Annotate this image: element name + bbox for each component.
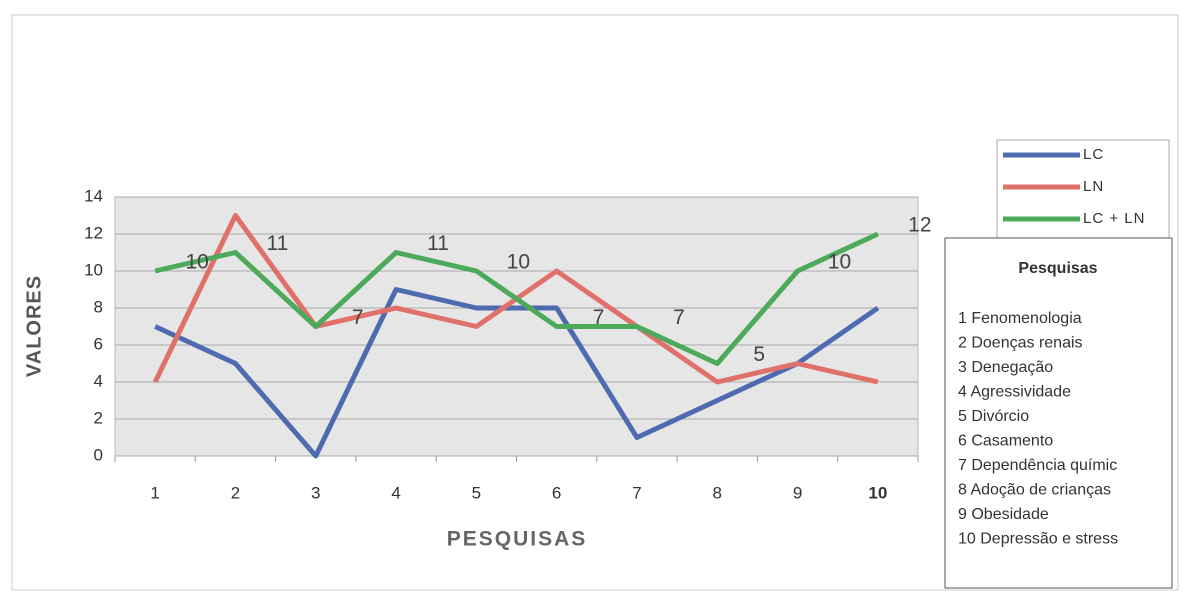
y-tick-label: 14	[84, 186, 103, 205]
info-box-item: 10 Depressão e stress	[958, 531, 1118, 548]
info-box-item: 8 Adoção de crianças	[958, 482, 1111, 499]
frame	[11, 14, 1179, 591]
info-box-content: Pesquisas 1 Fenomenologia 2 Doenças renais…	[958, 260, 1118, 548]
plot-area	[114, 196, 919, 457]
info-box-item: 7 Dependência químic	[958, 457, 1117, 474]
info-box-item: 5 Divórcio	[958, 408, 1029, 425]
x-tick-label: 8	[713, 483, 722, 502]
x-tick-label: 6	[552, 483, 561, 502]
data-label: 7	[593, 306, 605, 329]
info-box	[944, 237, 1173, 589]
series-line	[154, 231, 879, 366]
x-tick-label: 2	[231, 483, 240, 502]
legend-label: LN	[1083, 178, 1104, 195]
x-tick-label: 3	[311, 483, 320, 502]
x-tick-label: 9	[793, 483, 802, 502]
data-label: 5	[753, 343, 765, 366]
info-box-item: 2 Doenças renais	[958, 335, 1083, 352]
data-label: 10	[828, 251, 851, 274]
x-tick-label: 4	[391, 483, 400, 502]
data-label: 10	[185, 251, 208, 274]
x-tick-label: 10	[868, 483, 887, 502]
y-tick-label: 10	[84, 260, 103, 279]
x-axis-title: PESQUISAS	[447, 528, 588, 551]
y-tick-label: 4	[94, 371, 103, 390]
data-label: 10	[507, 251, 530, 274]
y-tick-label: 2	[94, 408, 103, 427]
y-tick-label: 8	[94, 297, 103, 316]
series-line	[154, 287, 880, 459]
info-box-item: 6 Casamento	[958, 433, 1053, 450]
x-tick-label: 5	[472, 483, 481, 502]
info-box-item: 3 Denegação	[958, 359, 1053, 376]
data-label: 11	[427, 232, 449, 255]
y-tick-label: 12	[84, 223, 103, 242]
legend-label: LC + LN	[1083, 210, 1145, 227]
info-box-item: 4 Agressividade	[958, 384, 1071, 401]
data-label: 11	[267, 232, 289, 255]
x-tick-label: 7	[632, 483, 641, 502]
data-label: 7	[673, 306, 685, 329]
y-axis-title: VALORES	[23, 275, 45, 377]
info-box-item: 9 Obesidade	[958, 506, 1049, 523]
y-tick-label: 6	[94, 334, 103, 353]
legend-label: LC	[1083, 146, 1104, 163]
data-label: 7	[352, 306, 364, 329]
info-box-title: Pesquisas	[1018, 260, 1097, 277]
data-label: 12	[908, 214, 931, 237]
y-tick-label: 0	[94, 445, 103, 464]
info-box-item: 1 Fenomenologia	[958, 310, 1082, 327]
x-tick-label: 1	[150, 483, 159, 502]
